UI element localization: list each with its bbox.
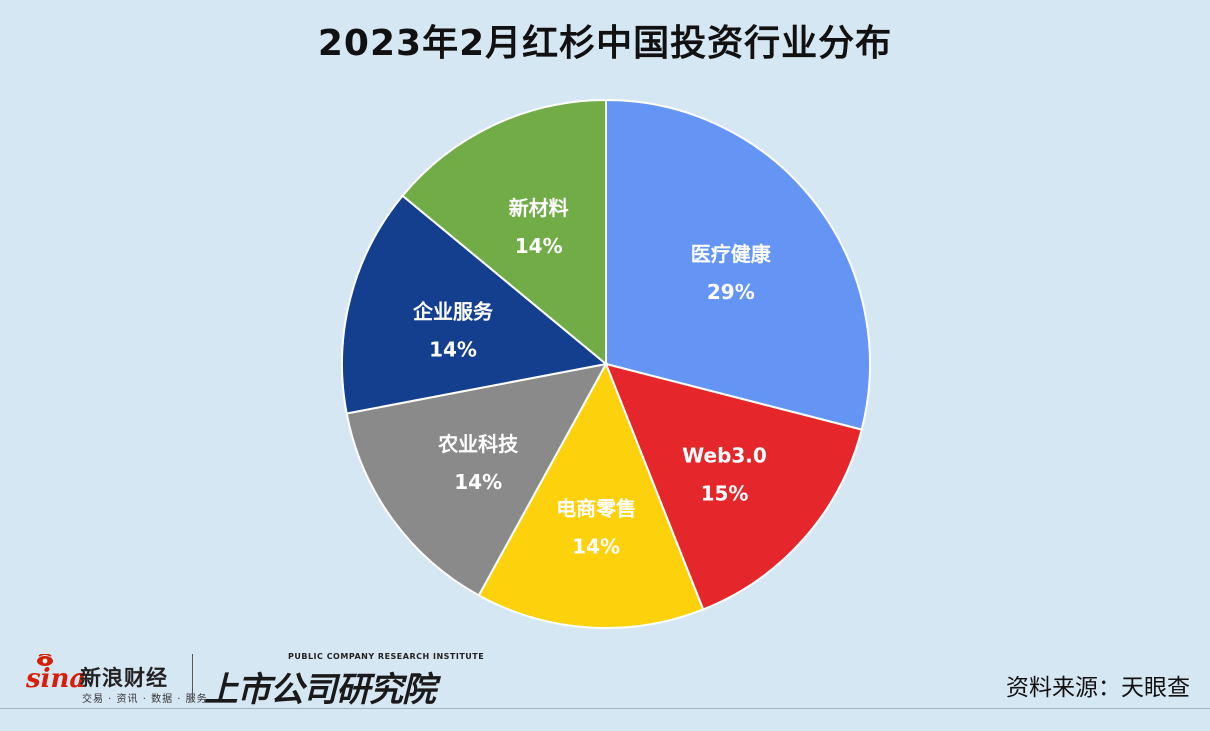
pie-slice-1 [604,362,863,611]
brand-logos: sina 新浪财经 交易 · 资讯 · 数据 · 服务 PUBLIC COMPA… [22,648,484,710]
pie-slice-3 [345,362,608,597]
data-source: 资料来源：天眼查 [1006,675,1190,701]
institute-chinese-name: 上市公司研究院 [204,670,436,710]
slice-category-label: 农业科技 [437,432,519,456]
research-institute-logo: PUBLIC COMPANY RESEARCH INSTITUTE 上市公司研究… [204,648,484,710]
slice-percent-label: 14% [454,470,502,494]
pie-slice-4 [341,194,609,415]
sina-tagline: 交易 · 资讯 · 数据 · 服务 [82,694,208,705]
slice-category-label: 新材料 [509,196,569,220]
sina-eye-icon [37,654,53,666]
slice-percent-label: 29% [707,280,755,304]
slice-percent-label: 14% [572,535,620,559]
pie-slices [341,98,872,629]
sina-finance-logo: sina 新浪财经 交易 · 资讯 · 数据 · 服务 [22,652,207,705]
slice-category-label: Web3.0 [682,444,767,468]
brand-divider [192,654,193,700]
footer-divider [0,708,1210,709]
pie-slice-5 [401,98,607,367]
pie-slice-0 [605,98,872,431]
institute-english-name: PUBLIC COMPANY RESEARCH INSTITUTE [288,652,485,661]
slice-category-label: 电商零售 [556,497,636,521]
pie-labels: 医疗健康 29% Web3.0 15% 电商零售 14% 农业科技 14% 企业服务 14% 新材料… [412,196,772,559]
sina-logo-text: sina [26,664,87,694]
pie-slice-2 [477,361,705,629]
slice-percent-label: 14% [429,338,477,362]
chart-title: 2023年2月红杉中国投资行业分布 [317,23,893,64]
slice-category-label: 企业服务 [412,300,494,324]
slice-category-label: 医疗健康 [691,242,772,266]
sina-finance-name: 新浪财经 [80,666,168,690]
slice-percent-label: 15% [701,482,749,506]
slice-percent-label: 14% [515,234,563,258]
